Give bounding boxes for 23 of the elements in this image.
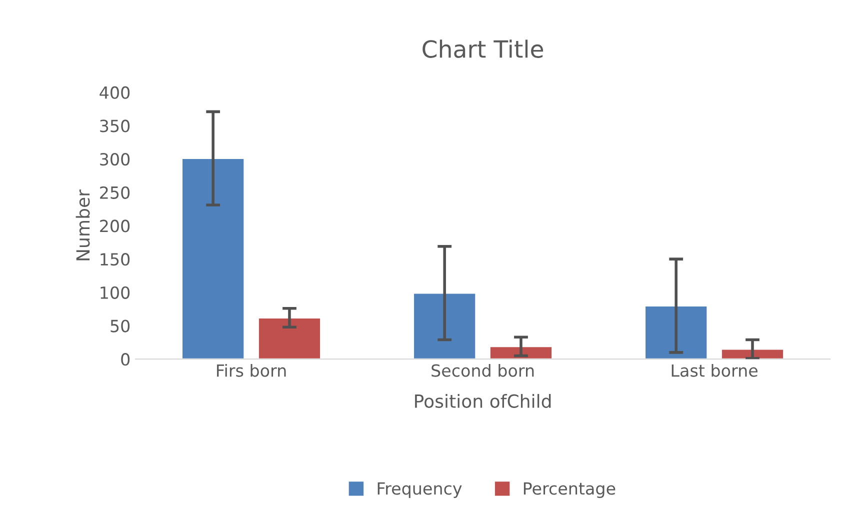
y-tick-label: 0 — [121, 353, 130, 366]
y-tick-label: 50 — [110, 320, 130, 332]
bar — [489, 346, 553, 360]
bar — [181, 158, 246, 360]
legend-label: Frequency — [378, 482, 462, 498]
bar — [258, 317, 322, 360]
y-tick-label: 400 — [100, 86, 130, 99]
legend-label: Percentage — [524, 482, 616, 498]
y-tick-label: 200 — [100, 220, 130, 232]
x-tick-label: Last borne — [672, 364, 758, 377]
y-axis-title: Number — [76, 189, 90, 260]
x-tick-label: Firs born — [217, 364, 286, 377]
x-axis-title: Position ofChild — [415, 394, 551, 408]
bar — [644, 305, 708, 360]
y-tick-label: 300 — [100, 152, 130, 166]
bar — [720, 348, 784, 360]
y-tick-label: 100 — [100, 286, 130, 299]
y-tick-label: 150 — [100, 253, 130, 266]
y-tick-label: 250 — [100, 186, 130, 199]
chart-title: Chart Title — [422, 40, 544, 58]
bar — [412, 292, 477, 360]
x-tick-label: Second born — [432, 364, 534, 377]
y-tick-label: 350 — [100, 120, 130, 132]
